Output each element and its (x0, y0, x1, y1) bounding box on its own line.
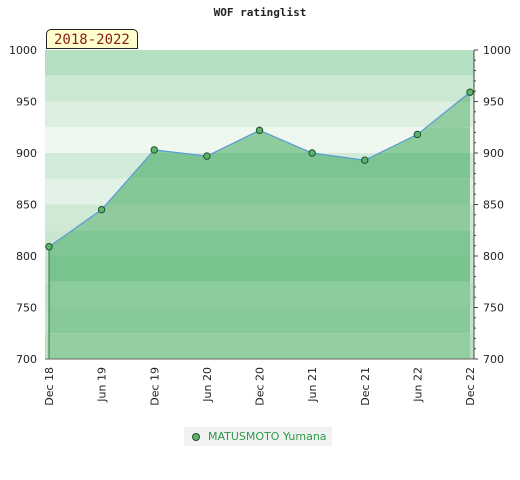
area-band (49, 204, 470, 231)
data-point (255, 126, 264, 135)
x-tick-label: Dec 21 (359, 367, 372, 406)
x-tick-label: Jun 20 (201, 367, 214, 403)
x-tick-label: Jun 21 (306, 367, 319, 403)
legend-marker-icon (192, 432, 200, 441)
y-tick-label-right: 700 (483, 353, 504, 366)
x-tick-label: Jun 22 (411, 367, 424, 403)
legend-label: MATUSMOTO Yumana (208, 430, 327, 443)
data-point (413, 130, 422, 139)
y-tick-label-left: 1000 (9, 44, 37, 57)
x-tick-label: Jun 19 (96, 367, 109, 403)
area-band (49, 333, 470, 359)
marker-layer (45, 88, 474, 251)
background-band (45, 50, 474, 76)
y-tick-label-left: 950 (16, 96, 37, 109)
data-point (466, 88, 474, 96)
y-tick-label-right: 900 (483, 147, 504, 160)
label-layer: 700 700 750 750 800 800 850 850 900 900 950 950 1000… (9, 44, 511, 406)
y-tick-label-right: 800 (483, 250, 504, 263)
period-badge: 2018-2022 (46, 29, 138, 49)
y-tick-label-left: 850 (16, 199, 37, 212)
x-tick-label: Dec 22 (464, 367, 477, 406)
data-point (361, 156, 369, 164)
background-band (45, 101, 474, 128)
data-point (308, 149, 316, 157)
legend[interactable]: MATUSMOTO Yumana (184, 427, 332, 446)
x-tick-label: Dec 18 (43, 367, 56, 406)
axis-layer (45, 49, 478, 360)
data-point (203, 152, 211, 160)
y-tick-label-right: 750 (483, 302, 504, 315)
area-band (49, 281, 470, 308)
y-tick-label-right: 950 (483, 96, 504, 109)
y-tick-label-left: 700 (16, 353, 37, 366)
x-tick-label: Dec 19 (148, 367, 161, 406)
area-band (49, 307, 470, 334)
y-tick-label-left: 750 (16, 302, 37, 315)
y-tick-label-left: 900 (16, 147, 37, 160)
chart-title: WOF ratinglist (213, 6, 307, 19)
x-tick-label: Dec 20 (254, 367, 267, 406)
y-tick-label-right: 1000 (483, 44, 511, 57)
data-point (97, 205, 106, 214)
area-band (49, 230, 470, 256)
y-tick-label-right: 850 (483, 199, 504, 212)
background-band (45, 75, 474, 102)
data-point (45, 243, 53, 251)
data-point (150, 146, 158, 154)
area-band (49, 256, 470, 282)
y-tick-label-left: 800 (16, 250, 37, 263)
